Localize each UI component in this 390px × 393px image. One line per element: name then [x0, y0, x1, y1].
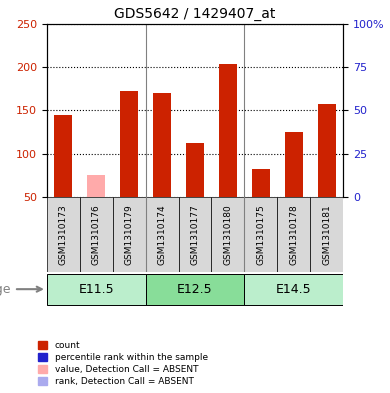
- Text: GSM1310178: GSM1310178: [289, 204, 298, 265]
- Text: GSM1310179: GSM1310179: [125, 204, 134, 265]
- FancyBboxPatch shape: [47, 274, 145, 305]
- Text: GSM1310176: GSM1310176: [92, 204, 101, 265]
- FancyBboxPatch shape: [145, 274, 245, 305]
- Text: E11.5: E11.5: [78, 283, 114, 296]
- Bar: [285, 132, 303, 197]
- Text: GSM1310180: GSM1310180: [223, 204, 232, 265]
- Text: GSM1310175: GSM1310175: [256, 204, 265, 265]
- Text: E14.5: E14.5: [276, 283, 312, 296]
- FancyBboxPatch shape: [113, 197, 145, 272]
- Text: GSM1310177: GSM1310177: [190, 204, 200, 265]
- Bar: [219, 64, 237, 197]
- Bar: [120, 91, 138, 197]
- Bar: [87, 175, 105, 197]
- Title: GDS5642 / 1429407_at: GDS5642 / 1429407_at: [114, 7, 276, 21]
- Text: age: age: [0, 283, 42, 296]
- Bar: [54, 115, 72, 197]
- FancyBboxPatch shape: [310, 197, 343, 272]
- FancyBboxPatch shape: [145, 197, 179, 272]
- Bar: [153, 93, 171, 197]
- Text: GSM1310181: GSM1310181: [322, 204, 331, 265]
- FancyBboxPatch shape: [245, 197, 277, 272]
- Bar: [318, 103, 336, 197]
- Bar: [186, 143, 204, 197]
- Legend: count, percentile rank within the sample, value, Detection Call = ABSENT, rank, : count, percentile rank within the sample…: [36, 338, 211, 389]
- Text: GSM1310173: GSM1310173: [59, 204, 68, 265]
- FancyBboxPatch shape: [245, 274, 343, 305]
- Text: GSM1310174: GSM1310174: [158, 204, 167, 265]
- FancyBboxPatch shape: [47, 197, 80, 272]
- Bar: [252, 169, 270, 197]
- FancyBboxPatch shape: [80, 197, 113, 272]
- FancyBboxPatch shape: [211, 197, 245, 272]
- FancyBboxPatch shape: [179, 197, 211, 272]
- Text: E12.5: E12.5: [177, 283, 213, 296]
- FancyBboxPatch shape: [277, 197, 310, 272]
